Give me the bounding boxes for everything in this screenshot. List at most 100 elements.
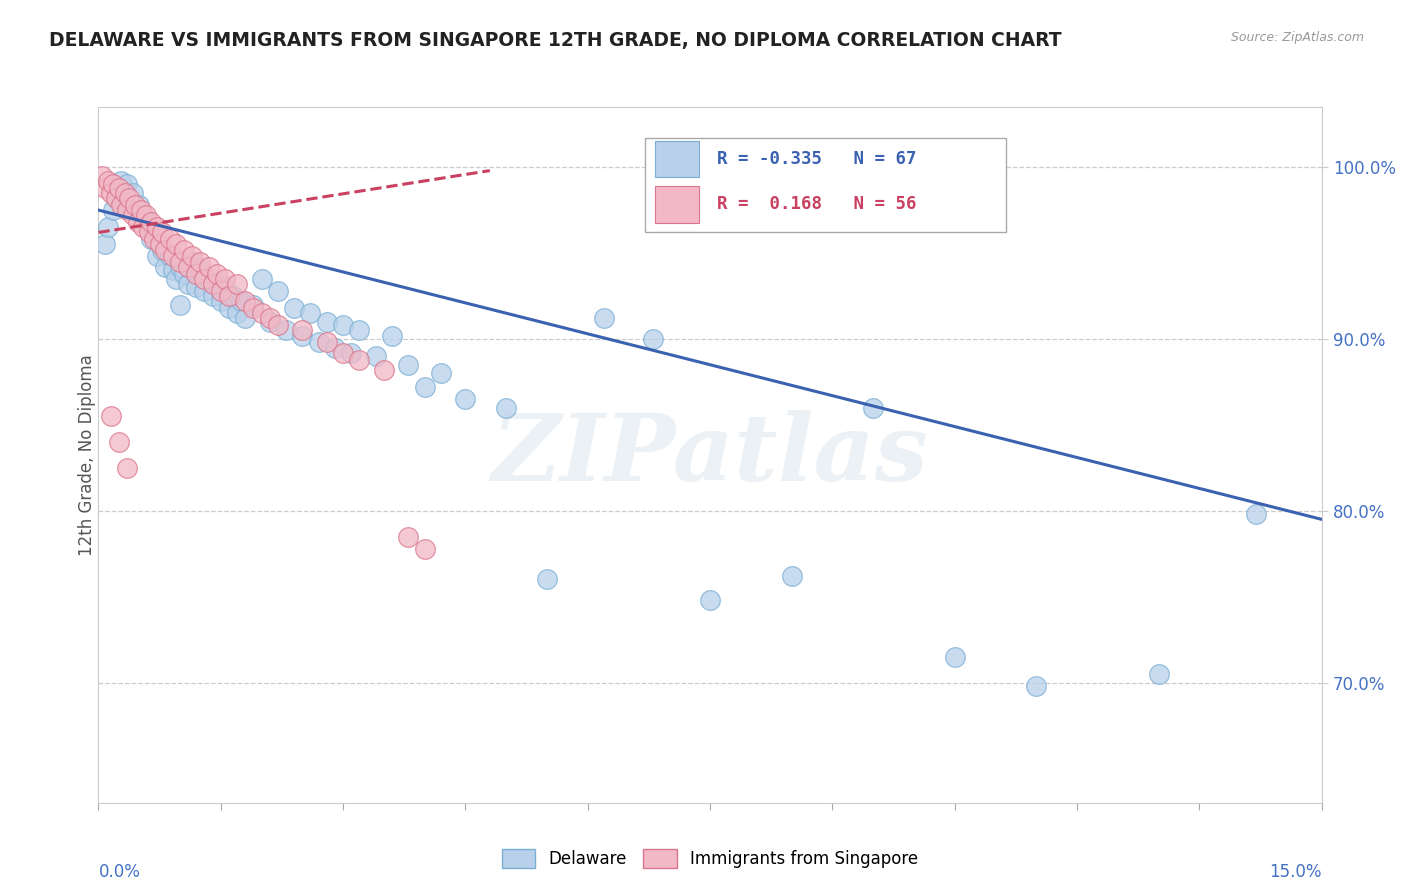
Point [101,178,124,192]
Point [226,277,249,291]
Point [162,263,184,277]
Point [209,294,232,309]
Point [105,191,128,205]
Point [155,260,177,274]
Point [267,318,290,333]
Point [340,345,363,359]
Point [1246,507,1268,521]
Point [430,367,453,381]
Point [181,250,204,264]
Point [118,191,141,205]
Point [105,191,128,205]
Point [149,237,172,252]
Text: R =  0.168   N = 56: R = 0.168 N = 56 [717,195,917,213]
Text: DELAWARE VS IMMIGRANTS FROM SINGAPORE 12TH GRADE, NO DIPLOMA CORRELATION CHART: DELAWARE VS IMMIGRANTS FROM SINGAPORE 12… [49,31,1062,50]
Point [364,349,387,363]
Point [413,541,436,556]
Point [186,267,208,281]
Point [214,280,236,294]
Point [115,178,138,192]
Point [349,352,371,367]
Point [115,460,138,475]
Point [114,186,136,200]
FancyBboxPatch shape [655,141,699,178]
Point [259,311,281,326]
Point [332,318,354,333]
Point [108,181,131,195]
Point [188,254,212,268]
Point [165,237,187,252]
Point [132,220,155,235]
Point [242,301,264,315]
Point [222,289,245,303]
Point [201,289,224,303]
Point [110,174,132,188]
Point [291,323,314,337]
Point [169,260,191,274]
Point [141,215,163,229]
Point [332,345,354,359]
Point [242,297,264,311]
Point [283,301,305,315]
Point [396,529,419,543]
Point [233,294,256,309]
Y-axis label: 12th Grade, No Diploma: 12th Grade, No Diploma [79,354,96,556]
Point [188,263,212,277]
Point [780,569,803,583]
Text: 15.0%: 15.0% [1270,863,1322,881]
Point [129,203,152,218]
Point [233,311,256,326]
Point [173,267,195,281]
Point [193,284,215,298]
Point [169,254,191,268]
Point [132,208,155,222]
Point [218,289,240,303]
Point [495,401,517,415]
Point [323,341,346,355]
Point [201,277,224,291]
Point [181,254,204,268]
Point [91,169,114,183]
Point [274,323,297,337]
Point [396,358,419,372]
Point [209,284,232,298]
Point [150,226,173,240]
Point [115,203,138,218]
Point [146,220,169,235]
Point [165,272,187,286]
Point [159,232,181,246]
Point [162,250,184,264]
Point [218,301,240,315]
FancyBboxPatch shape [645,138,1007,232]
Point [250,306,273,320]
Point [299,306,322,320]
Point [177,277,200,291]
Point [100,186,122,200]
Point [226,306,249,320]
Point [128,198,150,212]
Point [169,297,191,311]
Point [101,203,124,218]
Point [177,260,200,274]
Legend: Delaware, Immigrants from Singapore: Delaware, Immigrants from Singapore [495,842,925,874]
Point [124,198,146,212]
Point [141,232,163,246]
Point [110,198,132,212]
Point [146,250,169,264]
Point [197,260,219,274]
Point [413,380,436,394]
Point [373,363,395,377]
Point [250,272,273,286]
Point [135,208,157,222]
Point [155,243,177,257]
Point [231,294,253,309]
Point [121,208,143,222]
Point [291,328,314,343]
Point [205,277,228,291]
Text: 0.0%: 0.0% [98,863,141,881]
Point [186,280,208,294]
Point [699,593,721,607]
Point [641,332,664,346]
Text: R = -0.335   N = 67: R = -0.335 N = 67 [717,150,917,169]
Point [121,186,143,200]
